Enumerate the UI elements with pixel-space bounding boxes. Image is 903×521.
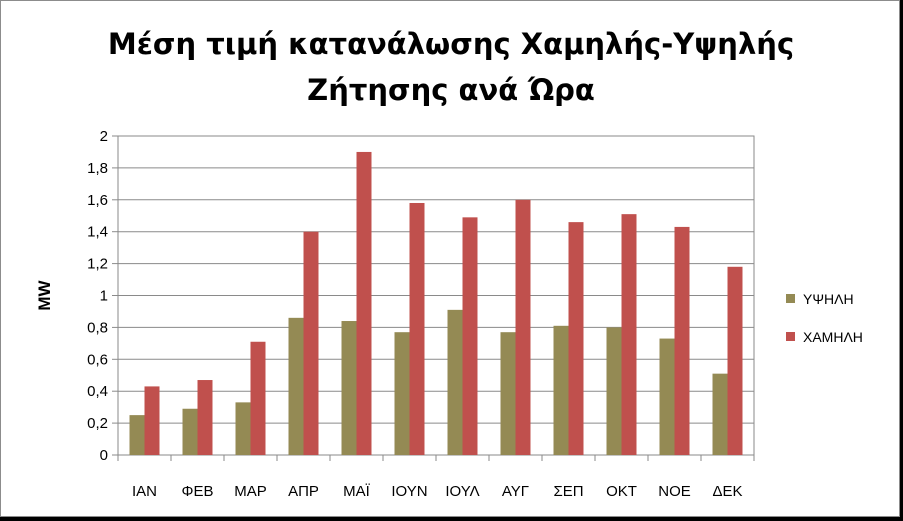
bar-high [341,321,357,455]
legend-swatch [786,294,795,303]
bar-low [568,222,584,455]
bar-low [462,217,478,455]
bar-high [394,332,410,455]
bar-high [447,309,463,455]
x-tick-label: ΙΟΥΝ [391,483,427,500]
x-tick-label: ΦΕΒ [182,483,214,500]
x-tick-label: ΝΟΕ [658,483,691,500]
y-tick-label: 1,2 [87,256,108,273]
bar-high [659,338,675,455]
x-tick-label: ΟΚΤ [606,483,637,500]
legend-label: ΥΨΗΛΗ [803,291,854,307]
bar-low [409,202,425,455]
bar-low [515,199,531,455]
bar-high [235,402,251,455]
y-axis-label: MW [35,279,54,310]
y-tick-label: 0,8 [87,319,108,336]
bar-low [674,226,690,455]
y-tick-label: 2 [100,128,108,145]
legend-label: ΧΑΜΗΛΗ [803,329,863,345]
x-tick-label: ΙΟΥΛ [445,483,479,500]
bar-high [182,408,198,455]
bar-low [356,151,372,455]
y-tick-label: 0,2 [87,415,108,432]
x-tick-label: ΙΑΝ [132,483,157,500]
bar-high [288,317,304,455]
bar-high [606,327,622,455]
y-tick-label: 0,4 [87,383,108,400]
x-tick-label: ΣΕΠ [553,483,583,500]
bar-high [712,373,728,455]
x-tick-label: ΑΥΓ [502,483,529,500]
y-tick-label: 1,6 [87,192,108,209]
x-tick-label: ΔΕΚ [712,483,742,500]
x-tick-label: ΜΑΪ [343,483,371,500]
y-tick-label: 1,4 [87,224,108,241]
y-tick-label: 0,6 [87,351,108,368]
bar-low [303,231,319,455]
x-tick-label: ΜΑΡ [234,483,267,500]
y-tick-label: 1,8 [87,160,108,177]
x-tick-label: ΑΠΡ [288,483,319,500]
bar-low [621,214,637,455]
legend-swatch [786,332,795,341]
chart-title: Μέση τιμή κατανάλωσης Χαμηλής-Υψηλής Ζήτ… [107,27,795,107]
y-tick-label: 0 [100,447,108,464]
bar-low [250,341,266,455]
bar-high [129,415,145,455]
bar-high [500,332,516,455]
bar-low [197,380,213,455]
bar-high [553,325,569,455]
bar-low [144,386,160,455]
bar-low [727,266,743,455]
y-tick-label: 1 [100,288,108,305]
